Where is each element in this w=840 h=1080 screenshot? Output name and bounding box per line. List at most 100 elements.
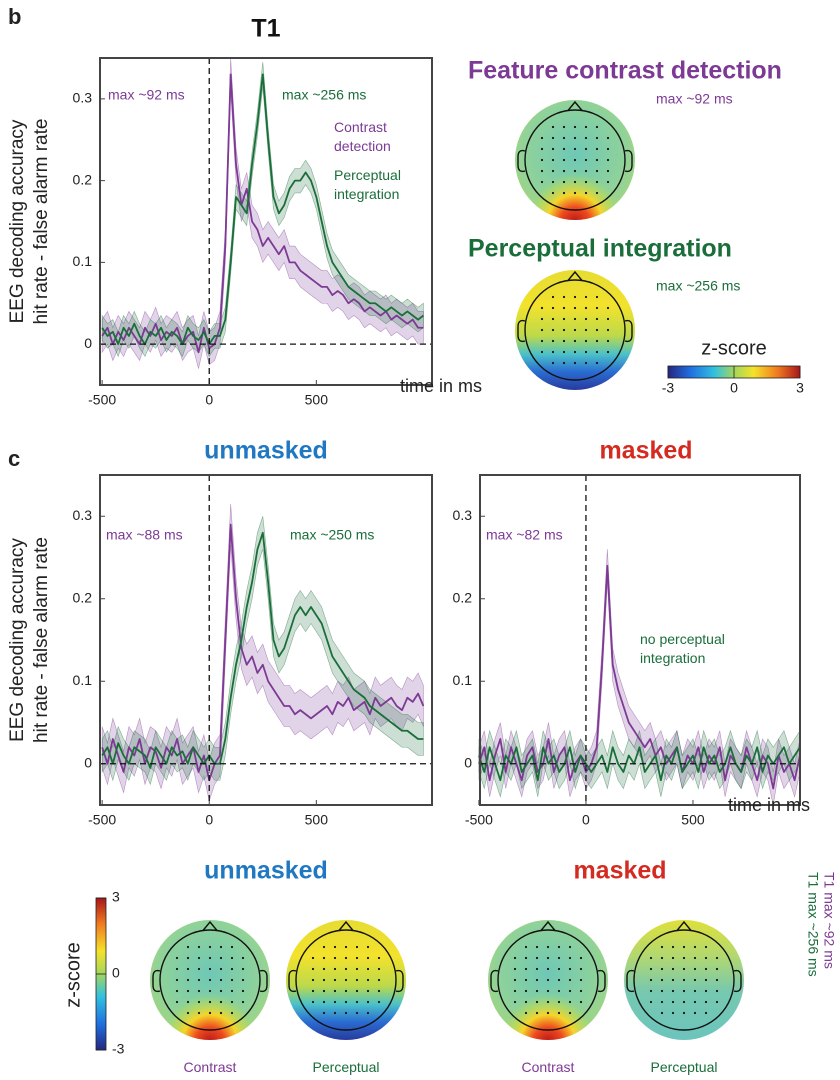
electrode <box>693 956 697 960</box>
electrode <box>366 967 370 971</box>
electrode <box>311 1000 315 1004</box>
electrode <box>693 1011 697 1015</box>
electrode <box>649 967 653 971</box>
electrode <box>344 1011 348 1015</box>
electrode <box>186 956 190 960</box>
electrode <box>551 158 555 162</box>
electrode <box>513 989 517 993</box>
electrode <box>355 945 359 949</box>
electrode <box>584 136 588 140</box>
electrode <box>693 967 697 971</box>
electrode <box>671 967 675 971</box>
electrode <box>241 989 245 993</box>
electrode <box>208 1011 212 1015</box>
electrode <box>606 350 610 354</box>
annotation: max ~92 ms <box>108 87 185 103</box>
electrode <box>660 1011 664 1015</box>
electrode <box>344 945 348 949</box>
electrode <box>671 978 675 982</box>
electrode <box>551 180 555 184</box>
electrode <box>584 295 588 299</box>
y-tick-label: 0.1 <box>73 672 93 688</box>
electrode <box>186 967 190 971</box>
electrode <box>573 317 577 321</box>
electrode <box>546 989 550 993</box>
electrode <box>230 956 234 960</box>
electrode <box>562 306 566 310</box>
electrode <box>322 945 326 949</box>
electrode <box>671 1000 675 1004</box>
electrode <box>311 967 315 971</box>
electrode <box>704 989 708 993</box>
electrode <box>606 136 610 140</box>
electrode <box>524 989 528 993</box>
legend-entry: Perceptual integration <box>334 167 401 202</box>
electrode <box>230 989 234 993</box>
electrode <box>513 956 517 960</box>
electrode <box>649 956 653 960</box>
electrode <box>693 978 697 982</box>
electrode <box>546 967 550 971</box>
electrode <box>573 191 577 195</box>
annotation: max ~256 ms <box>282 87 366 103</box>
electrode <box>704 1000 708 1004</box>
electrode <box>660 967 664 971</box>
electrode <box>540 158 544 162</box>
electrode <box>573 136 577 140</box>
electrode <box>175 978 179 982</box>
electrode <box>219 1011 223 1015</box>
colorbar-tick-label: 0 <box>112 965 120 981</box>
electrode <box>366 989 370 993</box>
electrode <box>562 317 566 321</box>
y-axis-label: hit rate - false alarm rate <box>31 119 52 325</box>
electrode <box>524 1011 528 1015</box>
side-note: T1 max ~92 ms <box>821 872 837 969</box>
electrode <box>682 978 686 982</box>
electrode <box>573 125 577 129</box>
electrode <box>584 125 588 129</box>
electrode <box>606 180 610 184</box>
x-tick-label: -500 <box>88 392 116 408</box>
y-tick-label: 0.1 <box>73 253 93 269</box>
electrode <box>606 306 610 310</box>
electrode <box>377 978 381 982</box>
electrode <box>579 978 583 982</box>
electrode <box>715 989 719 993</box>
electrode <box>562 158 566 162</box>
electrode <box>219 1000 223 1004</box>
electrode <box>540 136 544 140</box>
electrode <box>595 295 599 299</box>
electrode <box>241 1000 245 1004</box>
electrode <box>535 1011 539 1015</box>
series-line <box>478 564 801 790</box>
electrode <box>660 978 664 982</box>
electrode <box>546 978 550 982</box>
electrode <box>568 1000 572 1004</box>
panel-label: c <box>8 446 20 471</box>
electrode <box>540 350 544 354</box>
electrode <box>311 978 315 982</box>
y-tick-label: 0.3 <box>73 507 93 523</box>
ear <box>624 319 633 343</box>
x-tick-label: 500 <box>305 812 329 828</box>
colorbar-tick-label: -3 <box>112 1041 125 1057</box>
electrode <box>197 1011 201 1015</box>
electrode <box>230 978 234 982</box>
electrode <box>186 978 190 982</box>
topo-title: masked <box>573 857 666 885</box>
electrode <box>208 967 212 971</box>
ear <box>733 969 742 993</box>
electrode <box>540 317 544 321</box>
electrode <box>186 1000 190 1004</box>
electrode <box>546 945 550 949</box>
y-tick-label: 0 <box>464 754 472 770</box>
electrode <box>606 147 610 151</box>
electrode <box>693 945 697 949</box>
electrode <box>704 945 708 949</box>
x-axis-label: time in ms <box>728 795 810 815</box>
electrode <box>311 956 315 960</box>
electrode <box>355 1011 359 1015</box>
electrode <box>715 1000 719 1004</box>
electrode <box>682 1000 686 1004</box>
